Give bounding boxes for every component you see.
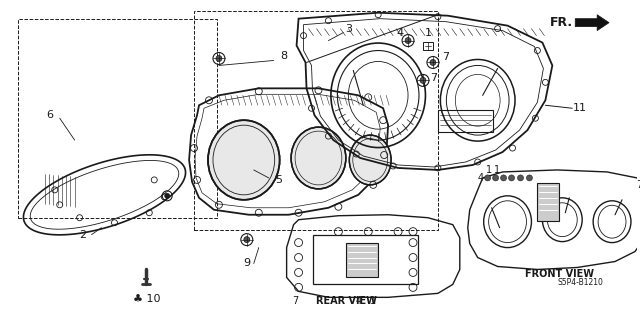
Text: 8: 8: [280, 50, 287, 61]
Text: ♣ 10: ♣ 10: [132, 294, 160, 304]
Bar: [538, 183, 559, 221]
Bar: [423, 41, 433, 49]
Text: 1: 1: [486, 165, 492, 175]
Circle shape: [527, 175, 532, 181]
Circle shape: [500, 175, 507, 181]
Text: 4: 4: [397, 28, 404, 38]
Text: 7: 7: [292, 296, 299, 306]
Text: 4: 4: [355, 296, 362, 306]
Bar: [18, 19, 217, 218]
Circle shape: [484, 175, 491, 181]
Bar: [314, 235, 418, 285]
Circle shape: [244, 237, 250, 243]
Circle shape: [509, 175, 515, 181]
Text: FR.: FR.: [550, 16, 573, 29]
Text: 4: 4: [477, 173, 484, 183]
Ellipse shape: [349, 135, 391, 185]
Text: 1: 1: [424, 28, 431, 38]
Circle shape: [420, 78, 426, 83]
Text: 5: 5: [275, 175, 282, 185]
Text: 1: 1: [493, 165, 500, 175]
Text: S5P4-B1210: S5P4-B1210: [557, 278, 603, 287]
Ellipse shape: [291, 127, 346, 189]
Text: 2: 2: [79, 230, 86, 240]
Circle shape: [216, 56, 222, 62]
Circle shape: [405, 38, 411, 44]
Text: 1: 1: [370, 296, 376, 306]
Text: 6: 6: [46, 110, 53, 120]
Circle shape: [493, 175, 499, 181]
Text: 7: 7: [430, 73, 438, 83]
Text: 9: 9: [243, 258, 250, 269]
Ellipse shape: [208, 120, 280, 200]
Bar: [438, 110, 493, 132]
Circle shape: [518, 175, 524, 181]
Text: 11: 11: [573, 103, 588, 113]
Circle shape: [164, 193, 170, 198]
Text: FRONT VIEW: FRONT VIEW: [525, 270, 595, 279]
Circle shape: [430, 59, 436, 65]
Bar: [346, 243, 378, 278]
Bar: [194, 11, 438, 230]
Text: 7: 7: [442, 53, 449, 63]
Polygon shape: [575, 15, 609, 31]
Text: 7: 7: [636, 180, 640, 190]
Text: 3: 3: [345, 24, 352, 33]
Text: REAR VIEW: REAR VIEW: [316, 296, 378, 306]
